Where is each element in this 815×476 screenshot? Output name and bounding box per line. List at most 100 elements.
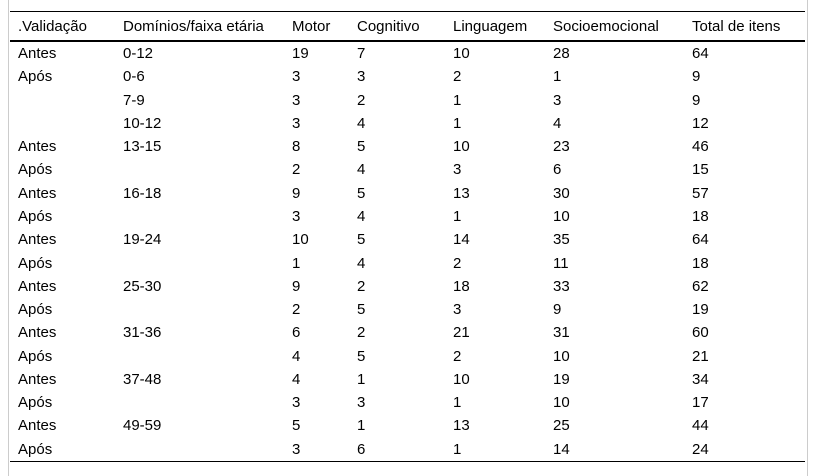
- table-cell: 1: [357, 417, 366, 435]
- table-row: Após 2 5 3 9 19: [10, 298, 805, 321]
- table-cell: 2: [357, 324, 366, 342]
- table-cell: 10: [553, 394, 570, 412]
- table-cell: Antes: [18, 417, 57, 435]
- table-cell: [115, 438, 284, 462]
- table-cell: 18: [692, 254, 709, 272]
- table-cell: 4: [357, 254, 366, 272]
- table-cell: 18: [692, 207, 709, 225]
- table-cell: 1: [453, 91, 462, 109]
- table-cell: 10: [553, 347, 570, 365]
- table-cell: 3: [453, 301, 462, 319]
- table-cell: [115, 251, 284, 274]
- table-cell: 1: [553, 68, 562, 86]
- table-cell: Após: [18, 68, 53, 86]
- table-cell: 4: [292, 370, 301, 388]
- table-cell: 2: [453, 254, 462, 272]
- table-cell: 31-36: [123, 324, 162, 342]
- table-cell: Antes: [18, 138, 57, 156]
- table-cell: 19-24: [123, 231, 162, 249]
- table-cell: Após: [18, 254, 53, 272]
- table-cell: 3: [553, 91, 562, 109]
- table-row: Antes 49-59 5 1 13 25 44: [10, 414, 805, 437]
- table-cell: 1: [357, 370, 366, 388]
- table-row: Após 3 3 1 10 17: [10, 391, 805, 414]
- table-cell: 2: [453, 347, 462, 365]
- table-row: Após 3 6 1 14 24: [10, 438, 805, 462]
- table-cell: 2: [357, 91, 366, 109]
- table-cell: 35: [553, 231, 570, 249]
- table-cell: 34: [692, 370, 709, 388]
- table-cell: 5: [357, 138, 366, 156]
- table-row: Após 4 5 2 10 21: [10, 344, 805, 367]
- table-cell: 3: [292, 440, 301, 458]
- table-cell: 17: [692, 394, 709, 412]
- table-cell: 1: [453, 440, 462, 458]
- table-cell: 5: [357, 301, 366, 319]
- table-cell: 46: [692, 138, 709, 156]
- table-cell: [115, 344, 284, 367]
- table-cell: 3: [292, 207, 301, 225]
- table-cell: 24: [692, 440, 709, 458]
- table-cell: 2: [357, 277, 366, 295]
- table-row: Após 3 4 1 10 18: [10, 205, 805, 228]
- table-cell: 11: [553, 254, 569, 272]
- table-cell: 10: [453, 370, 470, 388]
- table-cell: 8: [292, 138, 301, 156]
- table-cell: 37-48: [123, 370, 162, 388]
- table-cell: 25: [553, 417, 570, 435]
- table-cell: 14: [453, 231, 470, 249]
- table-cell: 5: [292, 417, 301, 435]
- table-cell: 2: [292, 301, 301, 319]
- table-cell: 9: [553, 301, 562, 319]
- table-cell: 64: [692, 231, 709, 249]
- column-header: Domínios/faixa etária: [115, 11, 284, 42]
- table-cell: Após: [18, 301, 53, 319]
- column-header: Socioemocional: [545, 11, 684, 42]
- table-cell: 64: [692, 45, 709, 63]
- table-row: Após 1 4 2 11 18: [10, 251, 805, 274]
- table-cell: [115, 391, 284, 414]
- table-cell: Antes: [18, 231, 57, 249]
- table-cell: 23: [553, 138, 570, 156]
- table-row: Antes 19-24 10 5 14 35 64: [10, 228, 805, 251]
- table-row: Após 2 4 3 6 15: [10, 158, 805, 181]
- table-row: Antes 0-12 19 7 10 28 64: [10, 41, 805, 65]
- table-cell: 9: [292, 277, 301, 295]
- table-cell: 4: [292, 347, 301, 365]
- validation-domains-table: .Validação Domínios/faixa etária Motor Cogn…: [10, 11, 805, 462]
- table-cell: 13: [453, 184, 470, 202]
- table-cell: 3: [357, 394, 366, 412]
- table-cell: 19: [692, 301, 709, 319]
- table-row: Antes 13-15 8 5 10 23 46: [10, 135, 805, 158]
- table-cell: 10: [553, 207, 570, 225]
- table-header: .Validação Domínios/faixa etária Motor Cogn…: [10, 11, 805, 42]
- table-cell: [115, 158, 284, 181]
- table-cell: 1: [292, 254, 301, 272]
- table-cell: 5: [357, 231, 366, 249]
- table-cell: 19: [292, 45, 309, 63]
- table-cell: Após: [18, 207, 53, 225]
- table-cell: 13: [453, 417, 470, 435]
- table-cell: 5: [357, 184, 366, 202]
- page-edge-right: [807, 0, 808, 476]
- table-cell: [10, 89, 115, 112]
- table-cell: 0-6: [123, 68, 145, 86]
- table-cell: 4: [553, 114, 562, 132]
- table-cell: 21: [453, 324, 470, 342]
- table-cell: 2: [453, 68, 462, 86]
- table-cell: 16-18: [123, 184, 162, 202]
- table-cell: Antes: [18, 277, 57, 295]
- table-cell: 14: [553, 440, 570, 458]
- table-cell: 33: [553, 277, 570, 295]
- table-header-row: .Validação Domínios/faixa etária Motor Cogn…: [10, 11, 805, 42]
- table-cell: 3: [292, 114, 301, 132]
- column-header: Motor: [284, 11, 349, 42]
- table-cell: 10: [453, 138, 470, 156]
- table-cell: 5: [357, 347, 366, 365]
- table-cell: [115, 298, 284, 321]
- table-cell: 4: [357, 207, 366, 225]
- table-cell: 0-12: [123, 45, 154, 63]
- table-cell: 10: [453, 45, 470, 63]
- table-cell: 15: [692, 161, 709, 179]
- table-cell: Após: [18, 394, 53, 412]
